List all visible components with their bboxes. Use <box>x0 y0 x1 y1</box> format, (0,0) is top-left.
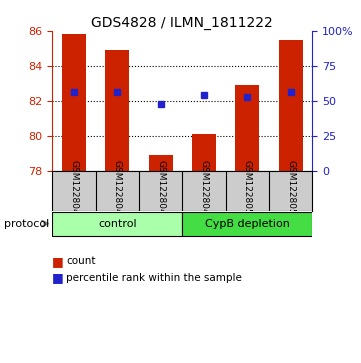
FancyBboxPatch shape <box>182 212 312 236</box>
Text: ■: ■ <box>52 271 64 284</box>
Text: ■: ■ <box>52 255 64 268</box>
Bar <box>192 134 216 171</box>
Bar <box>62 34 86 171</box>
Text: count: count <box>66 256 96 266</box>
Text: control: control <box>98 219 136 229</box>
Text: GSM1228051: GSM1228051 <box>286 160 295 221</box>
Text: GSM1228048: GSM1228048 <box>156 160 165 221</box>
Text: CypB depletion: CypB depletion <box>205 219 290 229</box>
Bar <box>105 50 129 171</box>
FancyBboxPatch shape <box>52 212 182 236</box>
Text: GSM1228050: GSM1228050 <box>243 160 252 221</box>
Text: GSM1228046: GSM1228046 <box>70 160 78 221</box>
Text: protocol: protocol <box>4 219 49 229</box>
Bar <box>149 155 173 171</box>
Bar <box>235 85 259 171</box>
Text: percentile rank within the sample: percentile rank within the sample <box>66 273 242 283</box>
Title: GDS4828 / ILMN_1811222: GDS4828 / ILMN_1811222 <box>91 16 273 30</box>
Text: GSM1228047: GSM1228047 <box>113 160 122 221</box>
Text: GSM1228049: GSM1228049 <box>200 160 208 221</box>
Bar <box>279 40 303 171</box>
